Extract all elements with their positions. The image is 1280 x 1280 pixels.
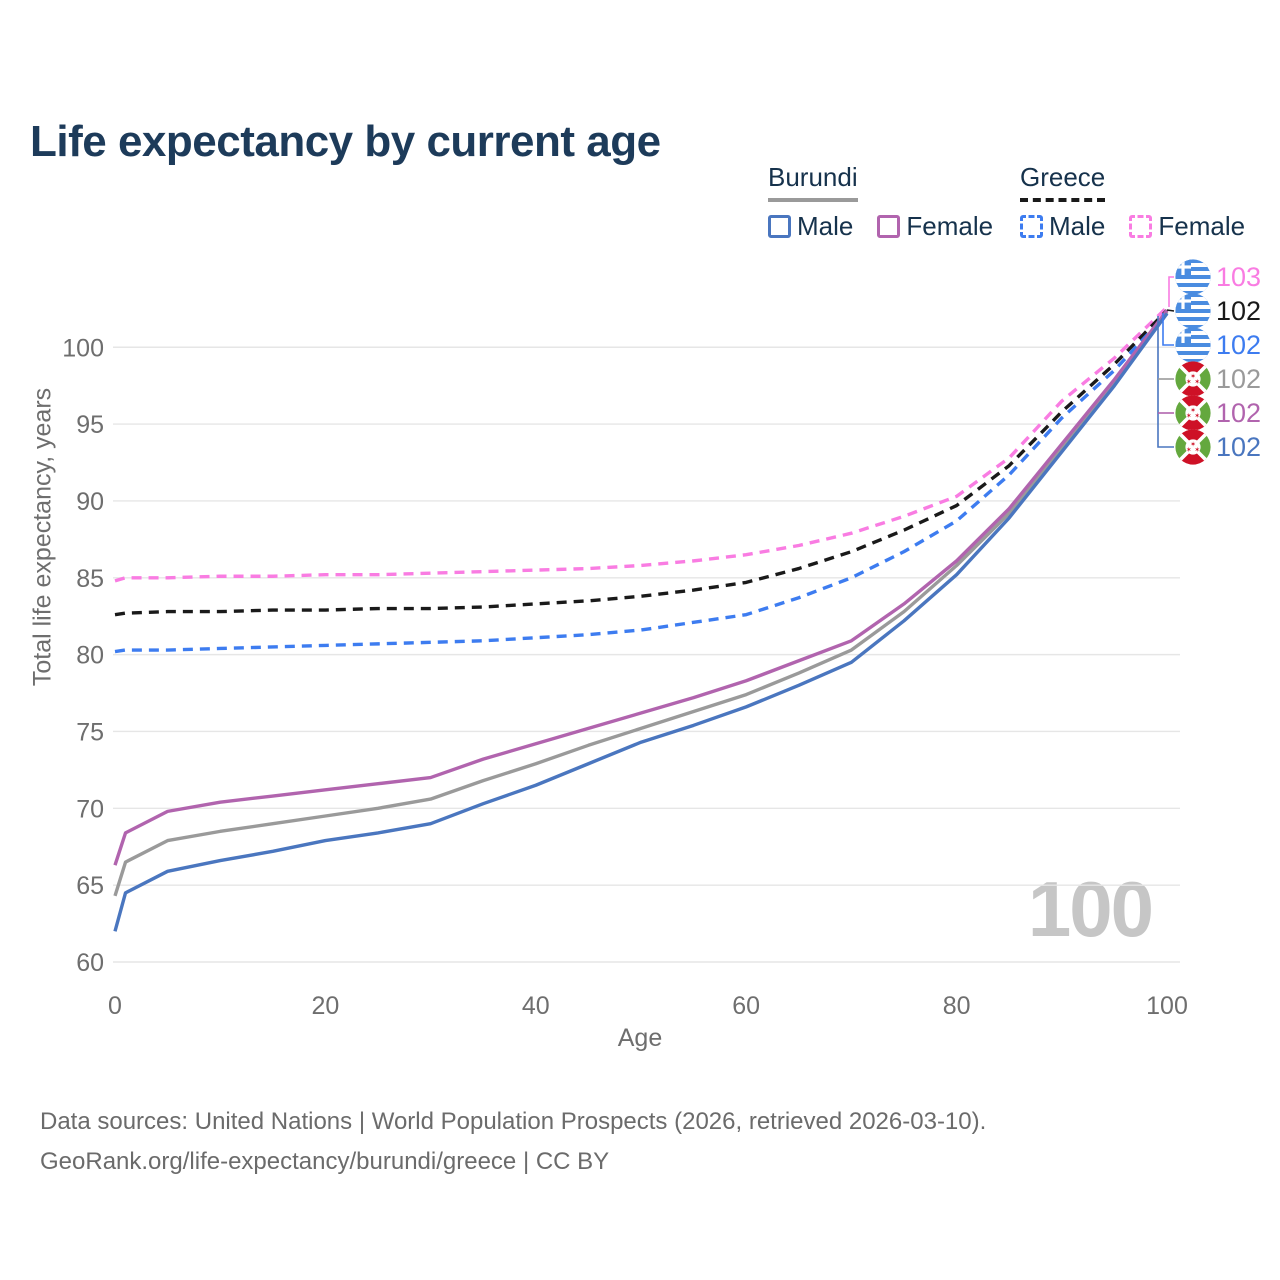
- y-tick-label: 100: [62, 334, 104, 362]
- y-tick-label: 65: [76, 872, 104, 900]
- greece-female-swatch: [1129, 215, 1153, 238]
- age-counter-watermark: 100: [1027, 865, 1154, 953]
- burundi-female-swatch: [877, 215, 901, 238]
- series-line-burundi-female: [113, 309, 1169, 866]
- end-label-leader: [1157, 316, 1174, 448]
- legend-label-burundi-male: Male: [797, 211, 854, 241]
- y-tick-label: 70: [76, 795, 104, 823]
- end-label-leader: [1166, 309, 1175, 312]
- footer-data-sources: Data sources: United Nations | World Pop…: [40, 1108, 987, 1135]
- series-line-greece-both-sexes: [114, 309, 1169, 617]
- footer-attribution: GeoRank.org/life-expectancy/burundi/gree…: [40, 1148, 610, 1175]
- series-line-burundi-male: [113, 312, 1169, 932]
- y-tick-label: 80: [76, 642, 104, 670]
- legend-item-greece-female[interactable]: Female: [1129, 211, 1245, 242]
- y-tick-label: 95: [76, 411, 104, 439]
- legend-group-burundi: Burundi Male Female: [768, 162, 993, 242]
- x-tick-label: 80: [943, 992, 971, 1020]
- greece-male-swatch: [1020, 215, 1043, 238]
- legend-country-greece[interactable]: Greece: [1020, 162, 1106, 202]
- legend-country-burundi[interactable]: Burundi: [768, 162, 858, 202]
- legend-items-greece: Male Female: [1020, 211, 1245, 242]
- x-tick-label: 0: [108, 992, 122, 1020]
- y-tick-label: 60: [76, 949, 104, 977]
- x-tick-label: 40: [522, 992, 550, 1020]
- legend-item-burundi-female[interactable]: Female: [877, 211, 993, 242]
- burundi-male-swatch: [768, 215, 791, 238]
- legend-items-burundi: Male Female: [768, 211, 993, 242]
- legend-item-greece-male[interactable]: Male: [1020, 211, 1105, 242]
- y-axis-title: Total life expectancy, years: [28, 387, 57, 687]
- legend-label-burundi-female: Female: [906, 211, 994, 241]
- series-line-greece-male: [114, 312, 1169, 654]
- legend-label-greece-male: Male: [1049, 211, 1106, 241]
- series-line-burundi-both-sexes: [113, 310, 1169, 897]
- legend-label-greece-female: Female: [1158, 211, 1246, 241]
- end-label-leader: [1162, 313, 1174, 346]
- page-title: Life expectancy by current age: [30, 117, 661, 167]
- legend-item-burundi-male[interactable]: Male: [768, 211, 853, 242]
- x-tick-label: 20: [311, 992, 339, 1020]
- series-line-greece-female: [114, 306, 1169, 583]
- y-tick-label: 85: [76, 565, 104, 593]
- end-label-leader: [1168, 276, 1174, 307]
- y-tick-label: 90: [76, 488, 104, 516]
- x-axis-title: Age: [617, 1024, 663, 1052]
- y-tick-label: 75: [76, 718, 104, 746]
- x-tick-label: 60: [732, 992, 760, 1020]
- legend-group-greece: Greece Male Female: [1020, 162, 1245, 242]
- x-tick-label: 100: [1146, 992, 1188, 1020]
